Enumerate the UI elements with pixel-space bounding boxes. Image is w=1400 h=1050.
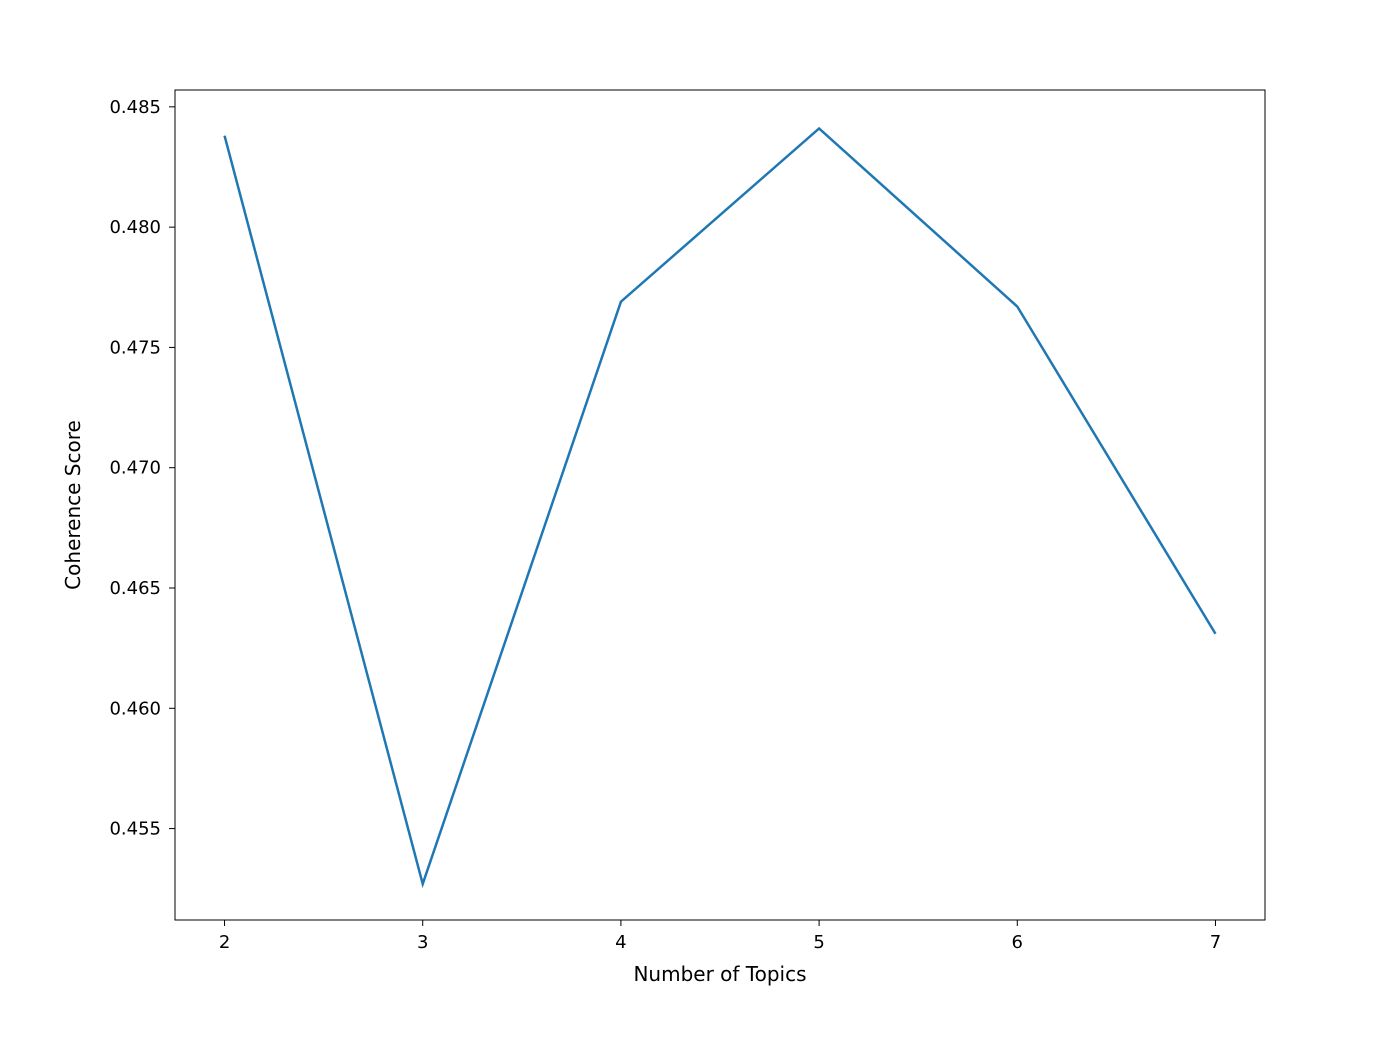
y-tick-label: 0.470	[109, 458, 161, 479]
y-axis-label: Coherence Score	[61, 420, 85, 590]
line-series	[225, 128, 1216, 883]
x-tick-label: 4	[615, 932, 626, 953]
x-tick-label: 7	[1210, 932, 1221, 953]
x-tick-label: 6	[1012, 932, 1023, 953]
chart-svg: 234567 0.4550.4600.4650.4700.4750.4800.4…	[0, 0, 1400, 1050]
y-tick-label: 0.455	[109, 819, 161, 840]
y-tick-label: 0.475	[109, 337, 161, 358]
y-tick-label: 0.480	[109, 217, 161, 238]
x-axis-label: Number of Topics	[633, 962, 806, 986]
coherence-line-chart: 234567 0.4550.4600.4650.4700.4750.4800.4…	[0, 0, 1400, 1050]
y-tick-label: 0.460	[109, 698, 161, 719]
x-ticks: 2 3 4 5 6 7	[219, 920, 1221, 953]
x-tick-label: 5	[813, 932, 824, 953]
x-tick-label: 2	[219, 932, 230, 953]
y-ticks: 0.455 0.460 0.465 0.470 0.475 0.480 0.485	[109, 97, 175, 840]
y-tick-label: 0.465	[109, 578, 161, 599]
x-tick-label: 3	[417, 932, 428, 953]
y-tick-label: 0.485	[109, 97, 161, 118]
